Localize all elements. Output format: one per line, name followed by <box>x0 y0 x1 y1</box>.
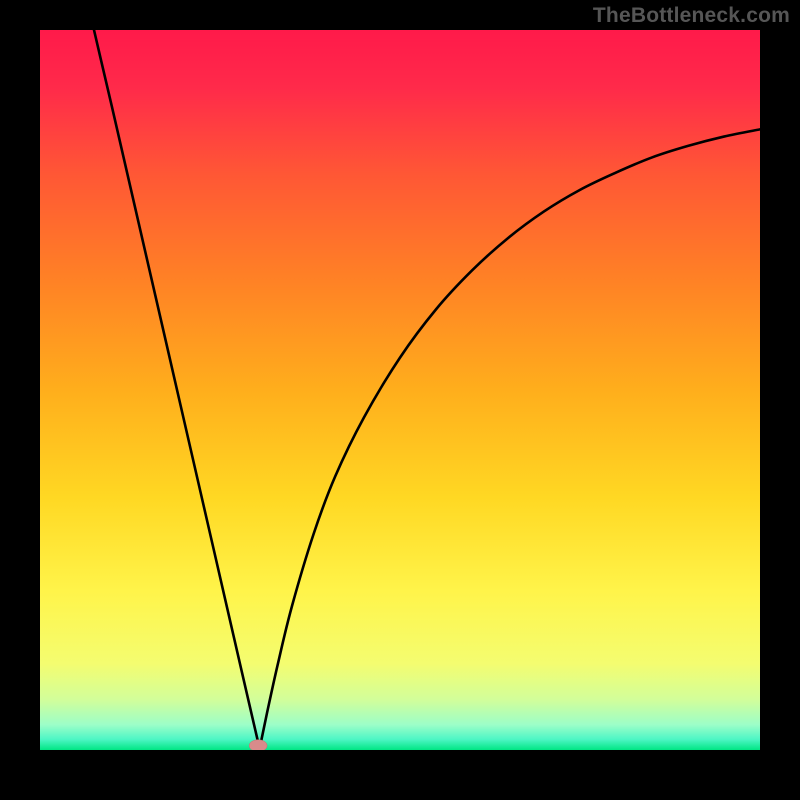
plot-svg <box>40 30 760 750</box>
chart-container: TheBottleneck.com <box>0 0 800 800</box>
vertex-marker <box>249 740 267 750</box>
gradient-background <box>40 30 760 750</box>
watermark-text: TheBottleneck.com <box>593 4 790 28</box>
plot-area <box>40 30 760 750</box>
